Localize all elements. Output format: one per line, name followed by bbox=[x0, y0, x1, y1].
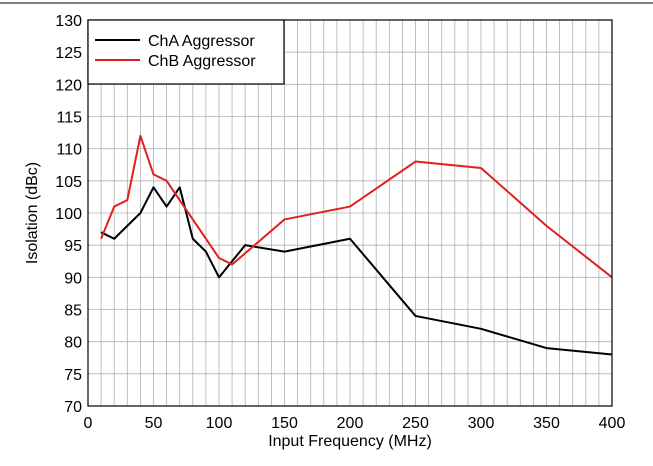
x-tick-label: 150 bbox=[271, 415, 298, 432]
series-line-chb bbox=[100, 134, 613, 279]
y-tick-label: 110 bbox=[56, 142, 82, 159]
series-lines bbox=[100, 134, 613, 356]
y-tick-label: 125 bbox=[55, 45, 82, 62]
y-tick-label: 90 bbox=[64, 270, 82, 287]
legend-label-cha: ChA Aggressor bbox=[148, 33, 255, 50]
y-tick-label: 70 bbox=[64, 399, 82, 416]
x-tick-label: 200 bbox=[337, 415, 364, 432]
legend: ChA Aggressor ChB Aggressor bbox=[87, 19, 285, 85]
x-axis-ticks: 0 50 100 150 200 250 300 350 400 bbox=[84, 415, 626, 432]
legend-box bbox=[87, 19, 285, 85]
x-tick-label: 350 bbox=[533, 415, 560, 432]
y-tick-label: 75 bbox=[64, 367, 82, 384]
y-tick-label: 115 bbox=[56, 110, 82, 127]
series-line-cha bbox=[100, 186, 613, 356]
x-tick-label: 0 bbox=[84, 415, 93, 432]
y-axis-ticks: 70 75 80 85 90 95 100 105 110 115 120 125 130 bbox=[55, 13, 82, 416]
x-tick-label: 300 bbox=[468, 415, 495, 432]
y-tick-label: 120 bbox=[55, 77, 82, 94]
x-tick-label: 50 bbox=[145, 415, 163, 432]
plot-frame bbox=[87, 19, 613, 407]
x-tick-label: 250 bbox=[402, 415, 429, 432]
y-tick-label: 105 bbox=[55, 174, 82, 191]
x-tick-label: 100 bbox=[206, 415, 233, 432]
y-axis-label: Isolation (dBc) bbox=[24, 162, 41, 264]
y-tick-label: 85 bbox=[64, 303, 82, 320]
x-axis-label: Input Frequency (MHz) bbox=[268, 433, 432, 450]
y-tick-label: 100 bbox=[55, 206, 82, 223]
y-tick-label: 95 bbox=[64, 238, 82, 255]
legend-label-chb: ChB Aggressor bbox=[148, 53, 256, 70]
y-tick-label: 130 bbox=[55, 13, 82, 30]
x-tick-label: 400 bbox=[599, 415, 626, 432]
y-tick-label: 80 bbox=[64, 335, 82, 352]
